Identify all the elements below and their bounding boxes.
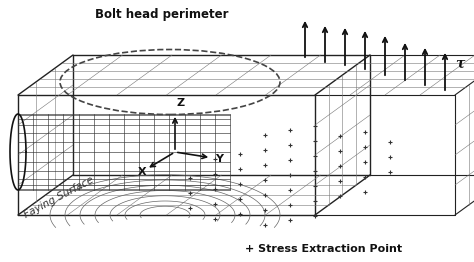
Text: + Stress Extraction Point: + Stress Extraction Point xyxy=(245,244,402,254)
Text: Bolt head perimeter: Bolt head perimeter xyxy=(95,8,228,21)
Text: Z: Z xyxy=(177,98,185,108)
Text: X: X xyxy=(138,167,146,177)
Text: Faying Surface: Faying Surface xyxy=(22,175,95,220)
Text: Y: Y xyxy=(215,154,223,164)
Text: τ: τ xyxy=(455,57,465,71)
